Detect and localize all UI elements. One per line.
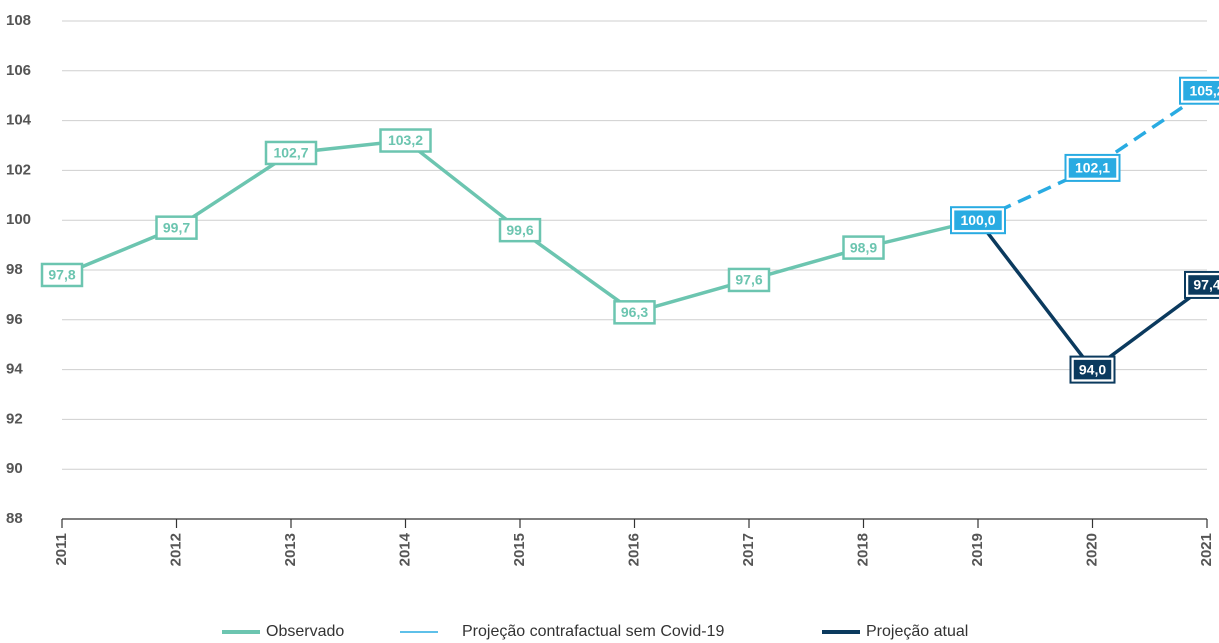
x-tick-label: 2019	[969, 533, 986, 566]
label-box	[613, 300, 656, 325]
y-tick-label: 104	[6, 112, 32, 129]
y-tick-label: 98	[6, 261, 23, 278]
y-tick-label: 96	[6, 311, 23, 328]
x-tick-label: 2015	[511, 533, 528, 566]
data-label: 98,9	[842, 235, 885, 260]
label-box	[1071, 357, 1114, 382]
data-label-text: 97,8	[48, 267, 75, 283]
data-label: 103,2	[379, 128, 432, 153]
data-label: 100,0	[950, 206, 1006, 235]
label-box	[155, 215, 198, 240]
data-label-text: 98,9	[850, 239, 877, 255]
label-box	[379, 128, 432, 153]
label-outline	[1179, 76, 1219, 105]
label-box	[842, 235, 885, 260]
y-tick-label: 100	[6, 211, 31, 228]
data-label-text: 97,6	[735, 272, 762, 288]
data-label-text: 102,1	[1075, 160, 1110, 176]
label-box	[727, 267, 771, 293]
label-box	[1066, 155, 1119, 181]
data-label: 97,4	[1184, 270, 1219, 299]
x-tick-label: 2017	[740, 533, 757, 566]
y-tick-label: 106	[6, 62, 31, 79]
label-outline	[1064, 153, 1121, 182]
data-label-text: 105,2	[1189, 82, 1219, 98]
data-label: 102,1	[1064, 153, 1121, 182]
data-label-text: 100,0	[960, 212, 995, 228]
label-box	[1185, 272, 1219, 298]
legend-label: Projeção atual	[866, 623, 968, 640]
legend-label: Projeção contrafactual sem Covid-19	[462, 623, 724, 640]
y-tick-label: 102	[6, 161, 31, 178]
data-label: 97,6	[727, 267, 771, 293]
label-outline	[1069, 355, 1116, 384]
y-tick-label: 108	[6, 12, 31, 29]
x-tick-label: 2011	[53, 533, 70, 566]
x-tick-label: 2020	[1083, 533, 1100, 566]
data-label-text: 97,4	[1193, 277, 1219, 293]
y-tick-label: 92	[6, 410, 23, 427]
data-label-text: 94,0	[1079, 361, 1106, 377]
y-tick-label: 94	[6, 361, 23, 378]
label-box	[498, 217, 542, 243]
label-box	[40, 262, 84, 288]
y-tick-label: 88	[6, 510, 23, 527]
x-tick-label: 2021	[1198, 533, 1215, 566]
data-label-text: 99,6	[506, 222, 533, 238]
x-tick-label: 2016	[625, 533, 642, 566]
label-outline	[950, 206, 1006, 235]
data-label: 105,2	[1179, 76, 1219, 105]
data-label-text: 102,7	[273, 145, 308, 161]
data-label: 97,8	[40, 262, 84, 288]
label-outline	[1184, 270, 1219, 299]
series-line	[976, 219, 1209, 373]
data-label: 94,0	[1069, 355, 1116, 384]
data-label-text: 96,3	[621, 304, 648, 320]
y-tick-label: 90	[6, 460, 23, 477]
x-tick-label: 2012	[167, 533, 184, 566]
data-label: 99,6	[498, 217, 542, 243]
x-tick-label: 2013	[282, 533, 299, 566]
label-box	[951, 207, 1005, 233]
label-box	[1180, 78, 1219, 103]
legend-label: Observado	[266, 623, 344, 640]
label-box	[264, 140, 318, 166]
data-label: 102,7	[264, 140, 318, 166]
x-tick-label: 2018	[854, 533, 871, 566]
data-label: 99,7	[155, 215, 198, 240]
data-label-text: 99,7	[163, 219, 190, 235]
x-tick-label: 2014	[396, 532, 413, 566]
data-label: 96,3	[613, 300, 656, 325]
data-label-text: 103,2	[388, 132, 423, 148]
